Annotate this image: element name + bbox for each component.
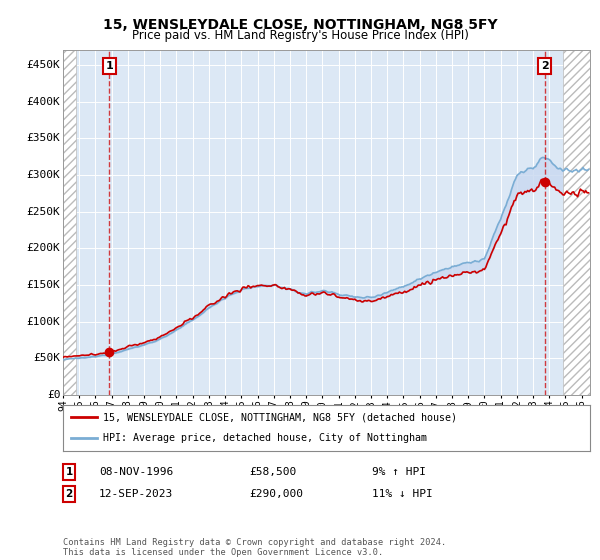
Text: £400K: £400K: [26, 97, 61, 107]
Text: 08-NOV-1996: 08-NOV-1996: [99, 467, 173, 477]
Text: Contains HM Land Registry data © Crown copyright and database right 2024.
This d: Contains HM Land Registry data © Crown c…: [63, 538, 446, 557]
Text: 1: 1: [65, 467, 73, 477]
Text: £450K: £450K: [26, 60, 61, 70]
Text: £150K: £150K: [26, 280, 61, 290]
Text: 12-SEP-2023: 12-SEP-2023: [99, 489, 173, 499]
Text: 2: 2: [541, 61, 548, 71]
Text: £290,000: £290,000: [249, 489, 303, 499]
Text: 15, WENSLEYDALE CLOSE, NOTTINGHAM, NG8 5FY: 15, WENSLEYDALE CLOSE, NOTTINGHAM, NG8 5…: [103, 18, 497, 32]
Text: 2: 2: [65, 489, 73, 499]
Text: £100K: £100K: [26, 316, 61, 326]
Text: £250K: £250K: [26, 207, 61, 217]
Bar: [63, 50, 76, 395]
Text: £50K: £50K: [34, 353, 61, 363]
Bar: [563, 50, 590, 395]
Text: £58,500: £58,500: [249, 467, 296, 477]
Text: £200K: £200K: [26, 243, 61, 253]
Text: £300K: £300K: [26, 170, 61, 180]
Text: HPI: Average price, detached house, City of Nottingham: HPI: Average price, detached house, City…: [103, 433, 427, 444]
Text: 9% ↑ HPI: 9% ↑ HPI: [372, 467, 426, 477]
Text: £0: £0: [47, 390, 61, 400]
Text: 1: 1: [106, 61, 113, 71]
Text: Price paid vs. HM Land Registry's House Price Index (HPI): Price paid vs. HM Land Registry's House …: [131, 29, 469, 42]
Text: 11% ↓ HPI: 11% ↓ HPI: [372, 489, 433, 499]
Text: 15, WENSLEYDALE CLOSE, NOTTINGHAM, NG8 5FY (detached house): 15, WENSLEYDALE CLOSE, NOTTINGHAM, NG8 5…: [103, 412, 457, 422]
Text: £350K: £350K: [26, 133, 61, 143]
